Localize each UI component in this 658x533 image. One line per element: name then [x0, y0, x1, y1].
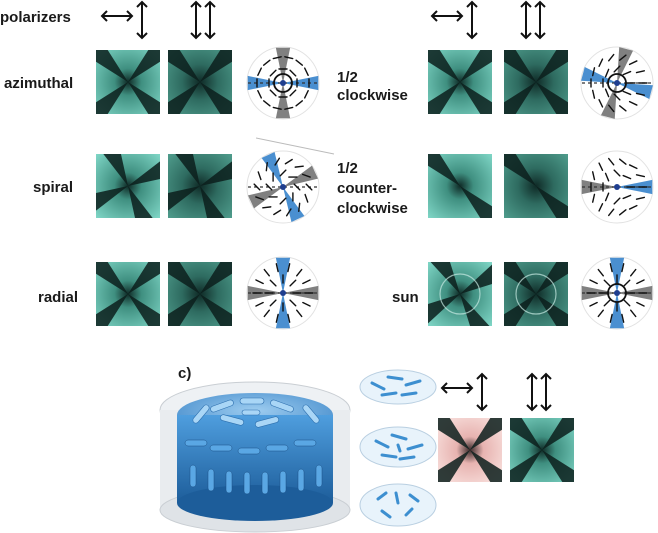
liquid-crystal-cylinder-illustration	[159, 369, 437, 533]
radial-crossed-micrograph	[96, 262, 160, 326]
sun-crossed-micrograph	[428, 262, 492, 326]
parallel-polarizers-icon-right	[520, 0, 546, 40]
azimuthal-parallel-micrograph	[168, 50, 232, 114]
half-counterclockwise-label-3: clockwise	[337, 200, 408, 217]
radial-parallel-micrograph	[168, 262, 232, 326]
azimuthal-director-diagram	[246, 46, 320, 120]
half-cw-parallel-micrograph	[504, 50, 568, 114]
panel-c-parallel-micrograph	[510, 418, 574, 482]
crossed-polarizers-icon-c	[440, 372, 488, 412]
half-clockwise-label-1: 1/2	[337, 69, 358, 86]
half-ccw-crossed-micrograph	[428, 154, 492, 218]
sun-director-diagram	[580, 256, 654, 330]
panel-c-crossed-micrograph	[438, 418, 502, 482]
radial-label: radial	[38, 289, 79, 306]
sun-label: sun	[392, 289, 419, 306]
panel-c-label: c)	[178, 365, 192, 382]
azimuthal-crossed-micrograph	[96, 50, 160, 114]
crossed-polarizers-icon-right	[430, 0, 478, 40]
half-counterclockwise-label-2: counter-	[337, 180, 397, 197]
spiral-label: spiral	[33, 179, 74, 196]
sun-parallel-micrograph	[504, 262, 568, 326]
spiral-director-diagram	[246, 150, 320, 224]
half-counterclockwise-label-1: 1/2	[337, 160, 358, 177]
parallel-polarizers-icon	[190, 0, 216, 40]
azimuthal-label: azimuthal	[4, 75, 74, 92]
parallel-polarizers-icon-c	[526, 372, 552, 412]
crossed-polarizers-icon	[100, 0, 148, 40]
spiral-crossed-micrograph	[96, 154, 160, 218]
half-clockwise-label-2: clockwise	[337, 87, 408, 104]
half-ccw-director-diagram	[580, 150, 654, 224]
half-ccw-parallel-micrograph	[504, 154, 568, 218]
polarizers-label: polarizers	[0, 9, 71, 26]
radial-director-diagram	[246, 256, 320, 330]
separator-line	[256, 137, 335, 155]
half-cw-director-diagram	[580, 46, 654, 120]
half-cw-crossed-micrograph	[428, 50, 492, 114]
spiral-parallel-micrograph	[168, 154, 232, 218]
